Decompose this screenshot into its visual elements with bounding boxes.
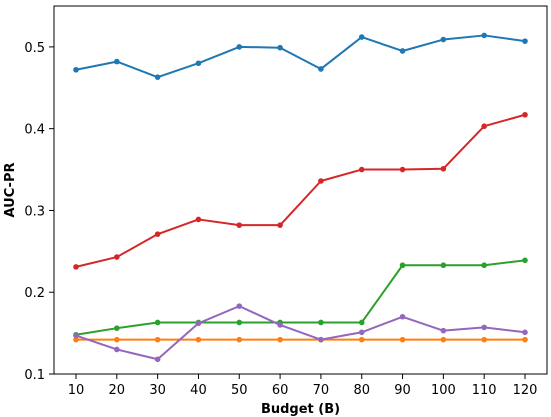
data-point	[440, 336, 447, 343]
plot-frame	[53, 5, 548, 375]
x-tick-label: 20	[109, 383, 126, 398]
data-point	[236, 222, 243, 228]
data-point	[277, 336, 283, 343]
series-line	[75, 34, 526, 79]
x-tick-label: 60	[272, 383, 289, 398]
data-point	[236, 44, 243, 50]
data-point	[481, 123, 487, 130]
data-point	[318, 66, 324, 72]
x-tick-label: 70	[313, 383, 330, 398]
series-layer	[73, 32, 528, 363]
data-point	[114, 346, 120, 353]
data-point	[440, 262, 447, 269]
x-tick-label: 80	[353, 383, 370, 398]
data-point	[236, 319, 243, 326]
data-point	[154, 74, 161, 80]
data-point	[195, 60, 202, 67]
data-point	[73, 336, 79, 343]
series-5	[73, 303, 528, 363]
x-tick-label: 110	[472, 383, 497, 398]
x-tick-label: 120	[513, 383, 538, 398]
data-point	[399, 336, 406, 343]
x-tick-label: 10	[68, 383, 85, 398]
data-point	[73, 264, 79, 270]
x-tick-label: 30	[149, 383, 166, 398]
data-point	[154, 356, 161, 363]
data-point	[318, 178, 324, 184]
data-point	[236, 303, 243, 309]
y-tick-label: 0.1	[24, 368, 45, 383]
series-2	[73, 336, 528, 343]
data-point	[358, 319, 365, 326]
data-point	[481, 336, 487, 343]
data-point	[481, 32, 487, 39]
data-point	[522, 38, 528, 44]
data-point	[522, 111, 528, 118]
data-point	[522, 336, 528, 343]
x-axis-label: Budget (B)	[261, 402, 340, 417]
data-point	[399, 262, 406, 269]
data-point	[358, 329, 365, 336]
data-point	[358, 336, 365, 343]
axis-layer: 10 20 30 40 50 60 70 80 90 100 110 120 0.1 0.2 0.3 0.4 0…	[24, 41, 537, 398]
data-point	[522, 329, 528, 336]
x-tick-label: 100	[431, 383, 456, 398]
data-point	[399, 48, 406, 54]
data-point	[277, 322, 283, 328]
data-point	[440, 165, 447, 172]
x-tick-label: 90	[394, 383, 411, 398]
data-point	[195, 320, 202, 327]
series-4	[73, 111, 528, 270]
data-point	[114, 325, 120, 332]
data-point	[73, 66, 79, 73]
data-point	[277, 222, 283, 228]
data-point	[154, 336, 161, 343]
data-point	[195, 216, 202, 223]
data-point	[73, 332, 79, 339]
data-point	[236, 336, 243, 343]
data-point	[481, 262, 487, 269]
series-3	[73, 257, 528, 338]
data-point	[440, 36, 447, 43]
y-tick-label: 0.2	[24, 286, 45, 301]
data-point	[358, 166, 365, 173]
data-point	[114, 336, 120, 343]
data-point	[481, 324, 487, 331]
data-point	[522, 257, 528, 264]
series-line	[75, 259, 526, 336]
series-1	[73, 32, 528, 80]
series-line	[75, 113, 526, 268]
data-point	[154, 231, 161, 237]
data-point	[114, 254, 120, 260]
data-point	[440, 327, 447, 334]
data-point	[318, 336, 324, 343]
data-point	[358, 34, 365, 40]
series-line	[75, 305, 526, 361]
x-tick-label: 50	[231, 383, 248, 398]
x-tick-label: 40	[190, 383, 207, 398]
data-point	[154, 319, 161, 326]
data-point	[399, 313, 406, 320]
y-tick-label: 0.4	[24, 123, 45, 138]
y-tick-label: 0.5	[24, 41, 45, 56]
data-point	[114, 58, 120, 65]
data-point	[277, 44, 283, 51]
y-tick-label: 0.3	[24, 204, 45, 219]
data-point	[399, 166, 406, 173]
y-axis-label: AUC-PR	[3, 163, 18, 218]
data-point	[318, 319, 324, 326]
data-point	[195, 336, 202, 343]
